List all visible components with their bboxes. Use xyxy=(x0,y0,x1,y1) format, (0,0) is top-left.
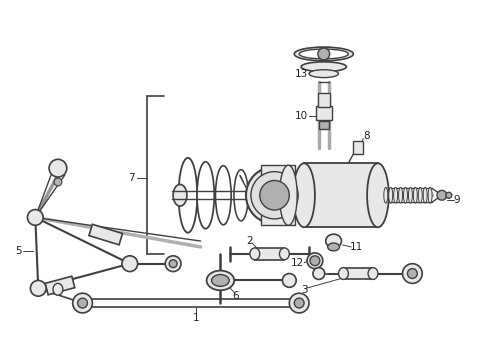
Ellipse shape xyxy=(53,283,63,295)
Ellipse shape xyxy=(309,70,339,78)
Circle shape xyxy=(294,298,304,308)
Circle shape xyxy=(54,178,62,186)
Ellipse shape xyxy=(293,163,315,227)
Ellipse shape xyxy=(299,49,348,59)
Ellipse shape xyxy=(279,248,289,260)
Ellipse shape xyxy=(260,180,289,210)
Circle shape xyxy=(30,280,46,296)
Ellipse shape xyxy=(173,184,187,206)
Bar xyxy=(304,163,378,227)
Ellipse shape xyxy=(389,188,392,203)
Ellipse shape xyxy=(301,62,346,72)
Text: 1: 1 xyxy=(193,313,199,323)
Bar xyxy=(89,224,122,245)
Ellipse shape xyxy=(398,188,402,203)
Text: 7: 7 xyxy=(128,173,135,183)
Text: 3: 3 xyxy=(301,285,307,295)
Ellipse shape xyxy=(250,248,260,260)
Bar xyxy=(343,267,373,279)
Bar xyxy=(45,276,75,295)
Ellipse shape xyxy=(418,188,422,203)
Text: 12: 12 xyxy=(291,258,304,268)
Circle shape xyxy=(310,256,320,266)
Circle shape xyxy=(77,298,88,308)
Circle shape xyxy=(289,293,309,313)
Ellipse shape xyxy=(423,188,427,203)
Text: 2: 2 xyxy=(246,236,253,246)
Circle shape xyxy=(318,48,330,60)
Text: 8: 8 xyxy=(363,131,369,141)
Ellipse shape xyxy=(409,188,413,203)
Ellipse shape xyxy=(271,177,282,213)
Bar xyxy=(255,248,284,260)
Ellipse shape xyxy=(289,181,299,209)
Bar xyxy=(353,141,363,154)
Ellipse shape xyxy=(428,188,432,203)
Text: 9: 9 xyxy=(453,195,460,205)
Ellipse shape xyxy=(197,162,214,229)
Circle shape xyxy=(169,260,177,267)
Ellipse shape xyxy=(279,165,297,225)
Ellipse shape xyxy=(252,174,265,217)
Circle shape xyxy=(408,269,417,278)
Circle shape xyxy=(307,253,323,269)
Circle shape xyxy=(446,192,452,198)
Bar xyxy=(261,165,295,225)
Circle shape xyxy=(49,159,67,177)
Circle shape xyxy=(402,264,422,283)
Ellipse shape xyxy=(367,163,389,227)
Ellipse shape xyxy=(414,188,417,203)
Circle shape xyxy=(122,256,138,271)
Bar xyxy=(318,93,330,107)
Text: 13: 13 xyxy=(294,69,308,79)
Ellipse shape xyxy=(328,243,340,251)
Ellipse shape xyxy=(368,267,378,279)
Ellipse shape xyxy=(339,267,348,279)
Circle shape xyxy=(73,293,93,313)
Circle shape xyxy=(437,190,447,200)
Ellipse shape xyxy=(393,188,397,203)
Ellipse shape xyxy=(404,188,408,203)
Ellipse shape xyxy=(251,172,298,219)
Circle shape xyxy=(165,256,181,271)
Ellipse shape xyxy=(234,170,248,221)
Circle shape xyxy=(282,274,296,287)
Ellipse shape xyxy=(178,158,197,233)
Ellipse shape xyxy=(216,166,231,225)
Text: 10: 10 xyxy=(294,111,308,121)
Bar xyxy=(319,121,329,129)
Text: 5: 5 xyxy=(15,246,22,256)
Text: 6: 6 xyxy=(232,291,239,301)
Ellipse shape xyxy=(294,47,353,61)
Ellipse shape xyxy=(212,275,229,286)
Text: 11: 11 xyxy=(350,242,363,252)
Ellipse shape xyxy=(384,188,388,203)
Ellipse shape xyxy=(246,167,303,224)
Circle shape xyxy=(313,267,325,279)
Bar xyxy=(316,106,332,120)
Circle shape xyxy=(27,210,43,225)
Ellipse shape xyxy=(326,234,342,248)
Ellipse shape xyxy=(207,271,234,290)
